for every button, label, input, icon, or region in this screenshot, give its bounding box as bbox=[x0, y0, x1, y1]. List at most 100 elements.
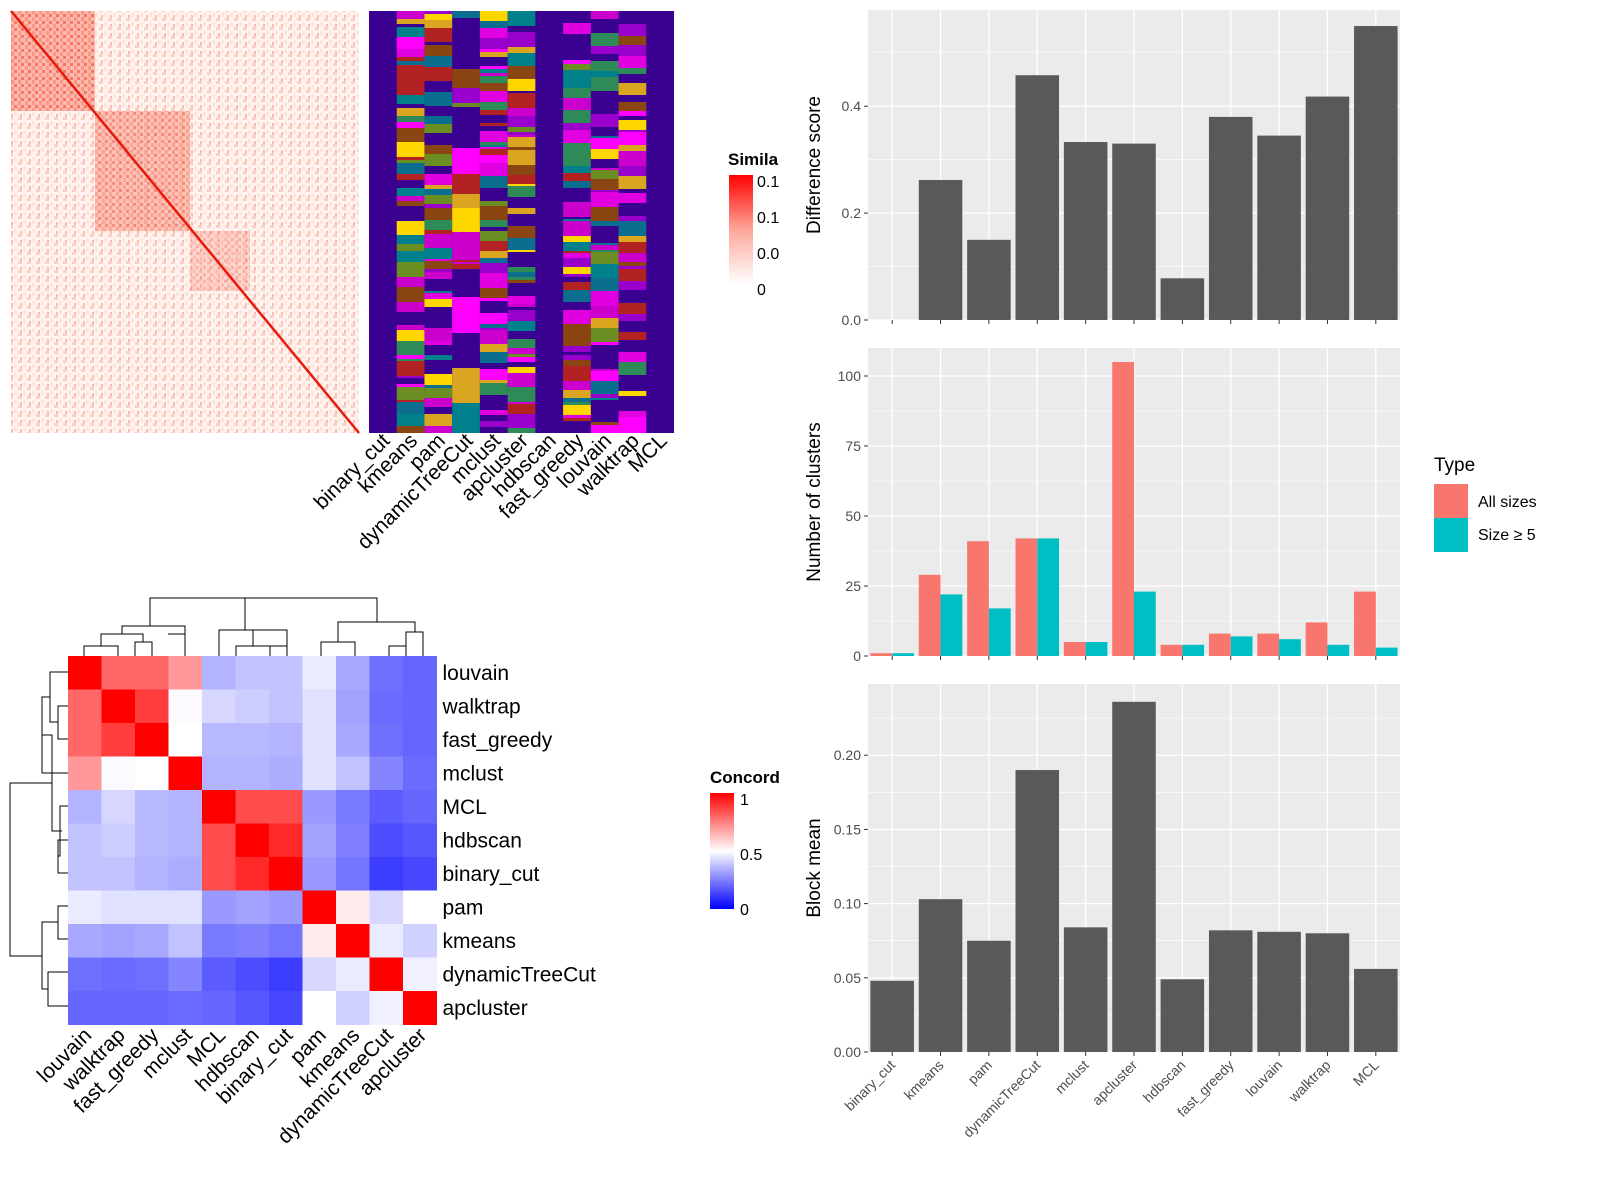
cluster-segment bbox=[590, 243, 619, 245]
cluster-segment bbox=[507, 250, 536, 252]
cluster-segment bbox=[452, 297, 480, 333]
bar bbox=[1279, 639, 1301, 656]
cluster-segment bbox=[507, 165, 536, 175]
cluster-segment bbox=[590, 394, 619, 398]
cluster-segment bbox=[563, 110, 591, 123]
bar bbox=[918, 574, 941, 656]
cluster-segment bbox=[396, 251, 425, 262]
bar bbox=[1037, 538, 1060, 656]
concordance-cell bbox=[68, 756, 102, 791]
x-tick-label: mclust bbox=[1052, 1057, 1092, 1097]
cluster-segment bbox=[479, 220, 508, 227]
cluster-segment bbox=[507, 304, 536, 307]
concordance-cell bbox=[202, 656, 236, 690]
bar bbox=[1134, 591, 1156, 656]
cluster-segment bbox=[479, 38, 508, 49]
cluster-segment bbox=[396, 359, 425, 361]
cluster-segment bbox=[479, 339, 508, 344]
cluster-segment bbox=[396, 108, 425, 116]
bar bbox=[1354, 968, 1398, 1052]
bar bbox=[1160, 644, 1183, 656]
concordance-cell bbox=[336, 823, 370, 858]
concordance-cell bbox=[369, 890, 404, 925]
cluster-segment bbox=[424, 14, 453, 20]
concordance-cell bbox=[202, 723, 236, 757]
similarity-legend: Simila 0.1 0.1 0.0 0 bbox=[728, 150, 779, 299]
concordance-cell bbox=[101, 924, 136, 958]
cluster-segment bbox=[396, 142, 425, 150]
cluster-segment bbox=[618, 120, 647, 130]
cluster-segment bbox=[590, 398, 619, 400]
cluster-segment bbox=[452, 69, 480, 88]
cluster-segment bbox=[618, 132, 647, 145]
cluster-segment bbox=[507, 79, 536, 91]
cluster-segment bbox=[590, 136, 619, 138]
concordance-legend: Concord 1 0.5 0 bbox=[710, 768, 780, 919]
bar bbox=[1354, 26, 1398, 320]
concordance-cell bbox=[369, 689, 404, 724]
bar bbox=[1230, 636, 1253, 656]
concordance-cell bbox=[68, 790, 102, 824]
cluster-segment bbox=[424, 355, 453, 360]
cluster-segment bbox=[396, 402, 425, 414]
cluster-segment bbox=[507, 127, 536, 132]
bar bbox=[1257, 633, 1280, 656]
bar bbox=[918, 899, 963, 1052]
cluster-segment bbox=[424, 293, 453, 299]
cluster-segment bbox=[424, 154, 453, 166]
concordance-row-label: fast_greedy bbox=[443, 729, 553, 752]
cluster-segment bbox=[424, 116, 453, 124]
cluster-segment bbox=[479, 110, 508, 115]
bar bbox=[1257, 931, 1301, 1052]
cluster-segment bbox=[424, 220, 453, 230]
cluster-segment bbox=[590, 306, 619, 318]
legend-swatch-all-sizes bbox=[1434, 484, 1468, 518]
cluster-segment bbox=[479, 145, 508, 147]
cluster-segment bbox=[618, 421, 647, 433]
cluster-segment bbox=[452, 264, 480, 269]
number-of-clusters-chart: 0 25 50 75 100 Number of clusters bbox=[804, 348, 1400, 664]
cluster-segment bbox=[479, 66, 508, 69]
cluster-segment bbox=[424, 174, 453, 185]
cluster-segment bbox=[452, 194, 480, 208]
cluster-segment bbox=[396, 384, 425, 387]
cluster-segment bbox=[479, 206, 508, 220]
cluster-segment bbox=[452, 368, 480, 403]
cluster-segment bbox=[590, 245, 619, 250]
cluster-segment bbox=[590, 250, 619, 252]
concordance-cell bbox=[202, 823, 236, 858]
concordance-cell bbox=[403, 924, 437, 958]
cluster-segment bbox=[618, 56, 647, 68]
concordance-cell bbox=[235, 924, 270, 958]
cluster-segment bbox=[424, 45, 453, 56]
cluster-segment bbox=[563, 415, 591, 418]
cluster-segment bbox=[479, 155, 508, 163]
cluster-segment bbox=[396, 414, 425, 426]
cluster-segment bbox=[424, 261, 453, 269]
cluster-segment bbox=[507, 348, 536, 354]
concordance-cell bbox=[302, 924, 337, 958]
cluster-segment bbox=[396, 49, 425, 57]
y-tick-label: 0.10 bbox=[834, 896, 861, 912]
cluster-segment bbox=[396, 27, 425, 37]
cluster-segment bbox=[590, 61, 619, 71]
cluster-segment bbox=[396, 37, 425, 49]
concordance-cell bbox=[403, 723, 437, 757]
concordance-cell bbox=[336, 656, 370, 690]
cluster-segment bbox=[590, 221, 619, 226]
concordance-cell bbox=[235, 656, 270, 690]
cluster-membership-panel: binary_cutkmeanspamdynamicTreeCutmclusta… bbox=[310, 11, 674, 554]
cluster-segment bbox=[507, 267, 536, 272]
cluster-segment bbox=[424, 414, 453, 426]
cluster-segment bbox=[396, 11, 425, 19]
cluster-segment bbox=[507, 296, 536, 304]
concordance-cell bbox=[302, 656, 337, 690]
cluster-segment bbox=[479, 142, 508, 145]
cluster-segment bbox=[563, 324, 591, 335]
bar bbox=[1375, 647, 1398, 656]
similarity-legend-tick: 0 bbox=[757, 282, 766, 299]
cluster-segment bbox=[507, 53, 536, 66]
cluster-segment bbox=[424, 385, 453, 388]
x-tick-label: MCL bbox=[1350, 1057, 1382, 1089]
